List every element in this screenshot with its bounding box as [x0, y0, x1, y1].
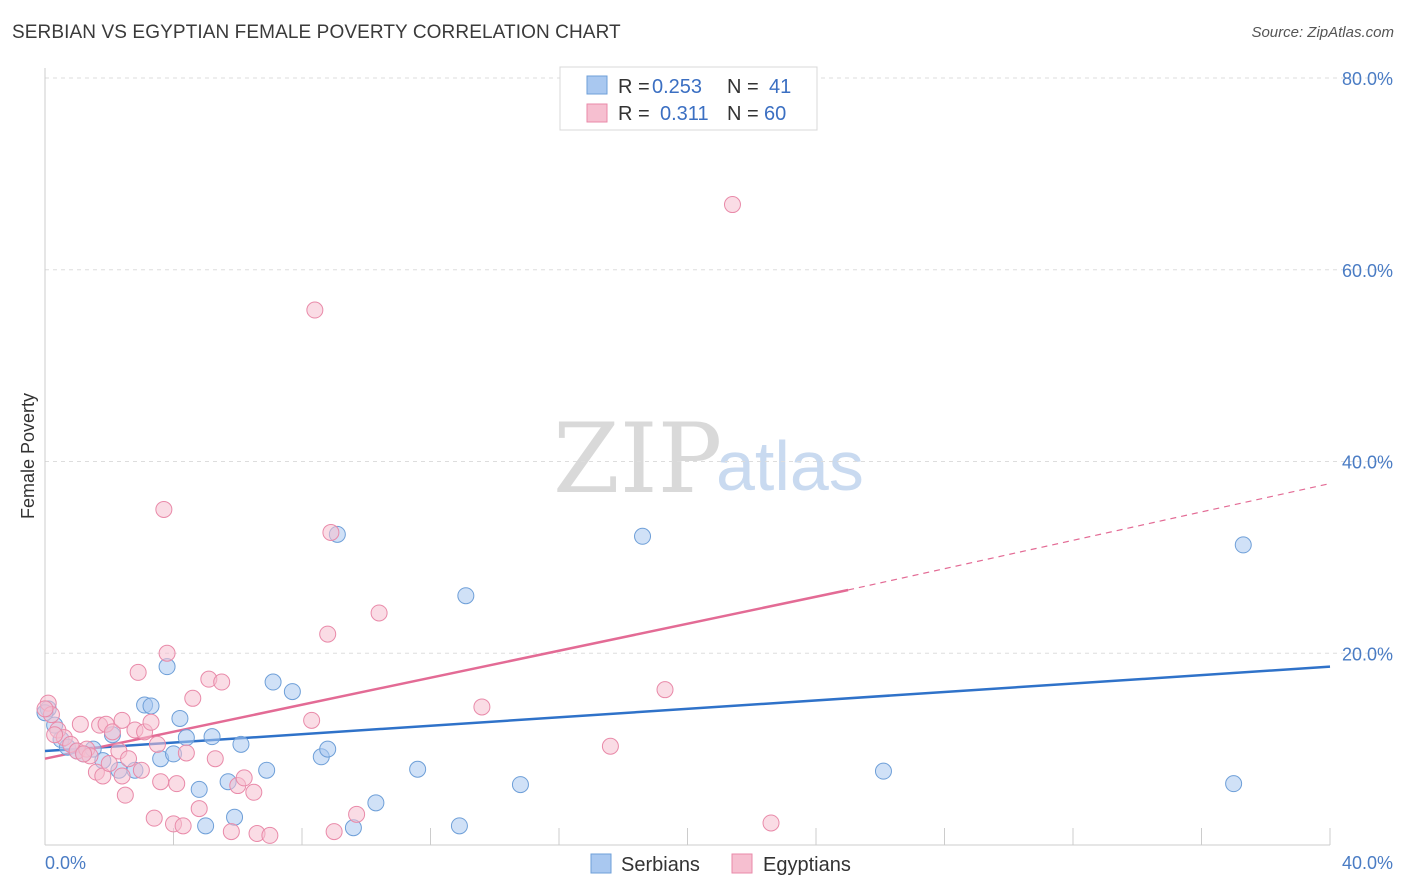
point-egyptians-43	[319, 625, 337, 643]
point-egyptians-36	[222, 823, 240, 841]
point-egyptians-25	[152, 773, 170, 791]
point-egyptians-16	[113, 711, 131, 729]
point-egyptians-45	[325, 823, 343, 841]
point-egyptians-54	[75, 745, 93, 763]
point-serbians-38	[1225, 775, 1243, 793]
point-egyptians-13	[103, 723, 121, 741]
point-egyptians-49	[601, 737, 619, 755]
point-serbians-36	[634, 527, 652, 545]
point-egyptians-50	[656, 681, 674, 699]
point-serbians-37	[874, 762, 892, 780]
bottom-legend-swatch-serbians	[590, 853, 612, 874]
chart-source: Source: ZipAtlas.com	[1251, 24, 1394, 41]
point-serbians-20	[203, 728, 221, 746]
point-egyptians-57	[206, 750, 224, 768]
trend-line-egyptians-extension	[847, 482, 1331, 591]
point-egyptians-18	[120, 750, 138, 768]
point-egyptians-47	[370, 604, 388, 622]
point-egyptians-31	[177, 744, 195, 762]
point-serbians-23	[232, 735, 250, 753]
x-tick-label-0: 0.0%	[45, 853, 86, 873]
y-axis-title: Female Poverty	[18, 393, 38, 519]
x-tick-label-1: 40.0%	[1342, 853, 1393, 873]
point-egyptians-42	[306, 301, 324, 319]
point-egyptians-35	[213, 673, 231, 691]
point-egyptians-15	[113, 767, 131, 785]
watermark-atlas: atlas	[716, 427, 864, 505]
legend: R = 0.253 N = 41 R = 0.311 N = 60	[559, 66, 818, 131]
legend-serbians-r-value: 0.253	[652, 76, 702, 98]
point-serbians-18	[190, 780, 208, 798]
point-serbians-32	[409, 760, 427, 778]
legend-egyptians-n-value: 60	[764, 103, 786, 125]
point-egyptians-17	[116, 786, 134, 804]
legend-egyptians-n-label: N =	[727, 103, 759, 125]
point-egyptians-55	[100, 755, 118, 773]
grid-lines	[45, 77, 1392, 654]
point-egyptians-48	[473, 698, 491, 716]
point-egyptians-46	[348, 805, 366, 823]
bottom-legend-swatch-egyptians	[731, 853, 753, 874]
point-egyptians-56	[148, 735, 166, 753]
point-egyptians-41	[303, 711, 321, 729]
trend-line-serbians	[44, 665, 1331, 753]
point-egyptians-44	[322, 523, 340, 541]
point-serbians-28	[319, 740, 337, 758]
point-egyptians-38	[235, 769, 253, 787]
point-egyptians-59	[36, 700, 54, 718]
point-serbians-34	[457, 587, 475, 605]
point-egyptians-26	[155, 500, 173, 518]
point-egyptians-58	[245, 783, 263, 801]
legend-serbians-n-value: 41	[769, 76, 791, 98]
bottom-legend: Serbians Egyptians	[590, 853, 851, 876]
point-serbians-33	[450, 817, 468, 835]
point-egyptians-40	[261, 826, 279, 844]
point-egyptians-23	[142, 713, 160, 731]
trend-lines	[44, 482, 1331, 760]
data-points	[36, 196, 1252, 844]
bottom-legend-serbians: Serbians	[621, 854, 700, 876]
point-serbians-22	[226, 808, 244, 826]
point-egyptians-53	[46, 726, 64, 744]
point-egyptians-24	[145, 809, 163, 827]
legend-egyptians-r-value: 0.311	[660, 103, 709, 125]
bottom-legend-egyptians: Egyptians	[763, 854, 851, 876]
point-serbians-39	[1234, 536, 1252, 554]
point-serbians-19	[197, 817, 215, 835]
legend-swatch-egyptians	[586, 103, 608, 123]
legend-serbians-n-label: N =	[727, 76, 759, 98]
y-tick-label-0: 20.0%	[1342, 644, 1393, 664]
point-egyptians-30	[174, 817, 192, 835]
legend-swatch-serbians	[586, 75, 608, 95]
point-egyptians-51	[723, 196, 741, 214]
watermark-zip: ZIP	[553, 403, 722, 515]
legend-egyptians-r-label: R =	[618, 103, 650, 125]
chart-title: SERBIAN VS EGYPTIAN FEMALE POVERTY CORRE…	[12, 22, 621, 43]
y-tick-label-3: 80.0%	[1342, 69, 1393, 89]
legend-serbians-r-label: R =	[618, 76, 650, 98]
point-serbians-25	[264, 673, 282, 691]
trend-line-egyptians	[44, 588, 849, 760]
tick-labels: 20.0% 40.0% 60.0% 80.0% 0.0% 40.0%	[45, 69, 1393, 873]
point-egyptians-33	[190, 800, 208, 818]
point-serbians-35	[511, 776, 529, 794]
point-serbians-16	[171, 709, 189, 727]
point-serbians-31	[367, 794, 385, 812]
point-egyptians-20	[129, 663, 147, 681]
point-egyptians-32	[184, 689, 202, 707]
point-serbians-12	[142, 697, 160, 715]
y-tick-label-1: 40.0%	[1342, 453, 1393, 473]
point-serbians-24	[258, 761, 276, 779]
point-egyptians-6	[71, 715, 89, 733]
point-serbians-26	[283, 683, 301, 701]
y-tick-label-2: 60.0%	[1342, 261, 1393, 281]
point-egyptians-29	[168, 775, 186, 793]
point-egyptians-21	[132, 761, 150, 779]
point-egyptians-27	[158, 644, 176, 662]
point-egyptians-52	[762, 814, 780, 832]
point-serbians-17	[177, 729, 195, 747]
